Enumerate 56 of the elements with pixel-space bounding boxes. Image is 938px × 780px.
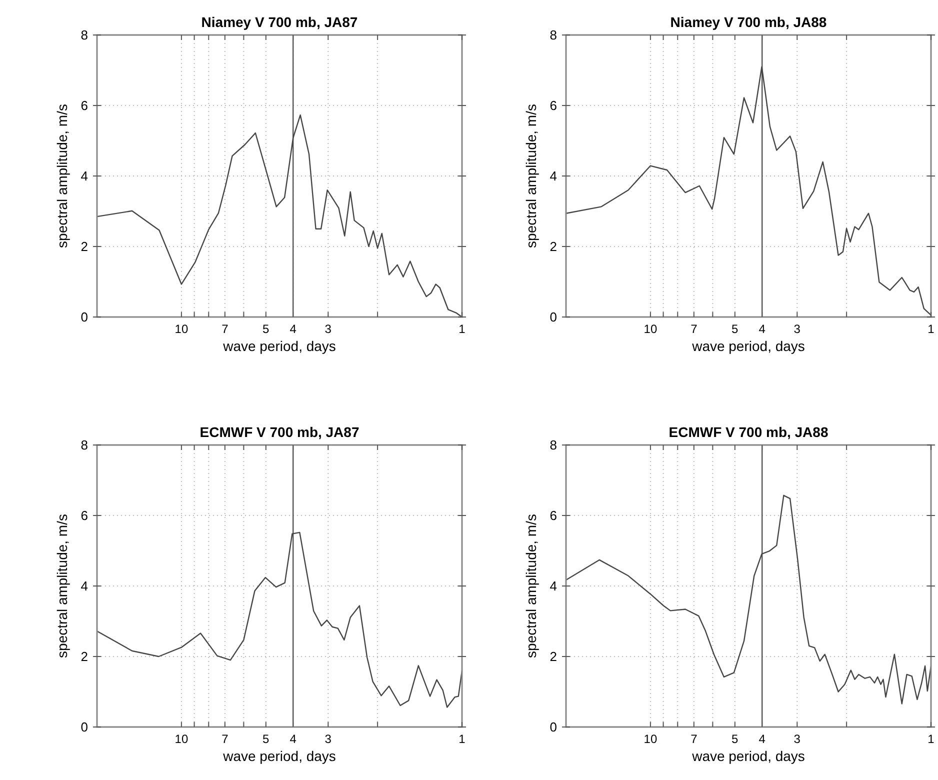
y-tick-label: 0: [550, 310, 557, 325]
x-tick-label: 7: [222, 732, 229, 746]
x-tick-label: 5: [262, 732, 270, 746]
y-tick-label: 8: [550, 438, 557, 453]
x-tick-label: 3: [324, 322, 332, 336]
y-tick-label: 0: [80, 720, 88, 735]
x-tick-label: 5: [262, 322, 270, 336]
y-axis-title: spectral amplitude, m/s: [523, 104, 539, 248]
x-axis-title: wave period, days: [222, 338, 336, 354]
y-tick-label: 0: [80, 310, 88, 325]
x-tick-label: 7: [690, 732, 698, 746]
x-tick-label: 5: [732, 322, 739, 336]
y-tick-label: 2: [550, 649, 557, 664]
x-tick-label: 10: [174, 322, 188, 336]
y-tick-label: 8: [80, 28, 88, 43]
y-tick-label: 6: [550, 98, 557, 114]
x-tick-label: 4: [758, 732, 766, 746]
chart-title: ECMWF V 700 mb, JA88: [668, 424, 828, 440]
chart-title: Niamey V 700 mb, JA88: [670, 14, 827, 30]
y-tick-label: 4: [80, 578, 88, 594]
y-tick-label: 6: [80, 98, 88, 114]
y-tick-label: 6: [550, 508, 557, 524]
y-tick-label: 8: [550, 28, 557, 43]
y-axis-title: spectral amplitude, m/s: [54, 104, 70, 248]
y-tick-label: 4: [80, 168, 88, 184]
chart-title: Niamey V 700 mb, JA87: [201, 14, 358, 30]
x-tick-label: 1: [928, 732, 935, 746]
x-tick-label: 7: [222, 322, 229, 336]
x-tick-label: 7: [690, 322, 698, 336]
y-axis-title: spectral amplitude, m/s: [523, 514, 539, 658]
x-axis-title: wave period, days: [222, 748, 336, 764]
x-tick-label: 4: [758, 322, 766, 336]
x-tick-label: 3: [794, 732, 801, 746]
y-tick-label: 2: [80, 649, 88, 664]
y-axis-title: spectral amplitude, m/s: [54, 514, 70, 658]
x-tick-label: 1: [458, 322, 466, 336]
x-tick-label: 10: [174, 732, 188, 746]
x-tick-label: 10: [644, 732, 658, 746]
x-tick-label: 4: [290, 322, 297, 336]
x-tick-label: 10: [644, 322, 658, 336]
y-tick-label: 6: [80, 508, 88, 524]
y-tick-label: 4: [550, 578, 557, 594]
x-axis-title: wave period, days: [691, 748, 805, 764]
chart-title: ECMWF V 700 mb, JA87: [200, 424, 360, 440]
x-tick-label: 1: [928, 322, 935, 336]
x-tick-label: 3: [324, 732, 332, 746]
x-tick-label: 3: [794, 322, 801, 336]
y-tick-label: 2: [80, 239, 88, 254]
y-tick-label: 0: [550, 720, 557, 735]
y-tick-label: 8: [80, 438, 88, 453]
x-tick-label: 1: [458, 732, 466, 746]
x-axis-title: wave period, days: [691, 338, 805, 354]
x-tick-label: 4: [290, 732, 297, 746]
x-tick-label: 5: [732, 732, 739, 746]
y-tick-label: 4: [550, 168, 557, 184]
y-tick-label: 2: [550, 239, 557, 254]
